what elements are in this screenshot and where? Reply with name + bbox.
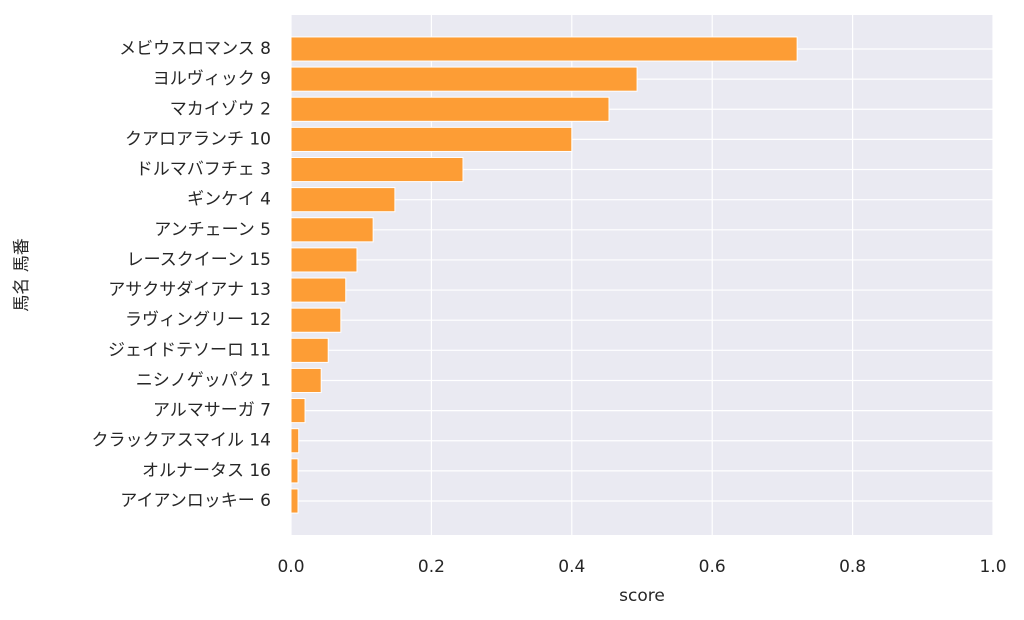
y-tick-label: ラヴィングリー 12 bbox=[125, 310, 271, 330]
plot-background bbox=[291, 15, 993, 535]
bar bbox=[290, 428, 300, 454]
x-tick-label: 0.8 bbox=[839, 557, 866, 577]
x-axis-label: score bbox=[619, 586, 665, 606]
bar bbox=[290, 126, 573, 152]
y-tick-label: ドルマバフチェ 3 bbox=[136, 160, 271, 180]
y-tick-label: アンチェーン 5 bbox=[154, 220, 271, 240]
y-tick-label: マカイゾウ 2 bbox=[170, 99, 271, 119]
bar bbox=[290, 247, 358, 273]
bar bbox=[290, 398, 306, 424]
bar bbox=[290, 156, 464, 183]
bar bbox=[290, 307, 342, 333]
y-tick-label: クアロアランチ 10 bbox=[125, 129, 271, 149]
bar bbox=[290, 367, 322, 394]
y-tick-label: アサクサダイアナ 13 bbox=[108, 280, 271, 300]
bar bbox=[290, 458, 299, 484]
x-tick-label: 1.0 bbox=[979, 557, 1006, 577]
x-tick-label: 0.0 bbox=[277, 557, 304, 577]
bar bbox=[290, 187, 396, 213]
y-tick-label: レースクイーン 15 bbox=[127, 250, 271, 270]
bar bbox=[290, 66, 638, 92]
bar bbox=[290, 337, 329, 363]
bar bbox=[290, 488, 299, 514]
y-tick-label: メビウスロマンス 8 bbox=[119, 39, 271, 59]
bar bbox=[290, 277, 347, 303]
x-tick-label: 0.6 bbox=[699, 557, 726, 577]
y-tick-label: オルナータス 16 bbox=[142, 461, 271, 481]
y-tick-label: ジェイドテソーロ 11 bbox=[108, 340, 271, 360]
y-tick-label: ニシノゲッパク 1 bbox=[136, 370, 271, 390]
bar bbox=[290, 36, 798, 62]
y-tick-label: ギンケイ 4 bbox=[187, 190, 271, 210]
y-tick-label: ヨルヴィック 9 bbox=[153, 69, 271, 89]
bar bbox=[290, 96, 610, 122]
bar bbox=[290, 217, 374, 243]
y-axis-label: 馬名 馬番 bbox=[12, 238, 32, 311]
y-tick-label: アルマサーガ 7 bbox=[153, 401, 271, 421]
x-tick-label: 0.4 bbox=[558, 557, 585, 577]
y-tick-label: アイアンロッキー 6 bbox=[120, 491, 271, 511]
x-tick-label: 0.2 bbox=[418, 557, 445, 577]
y-tick-label: クラックアスマイル 14 bbox=[91, 431, 271, 451]
